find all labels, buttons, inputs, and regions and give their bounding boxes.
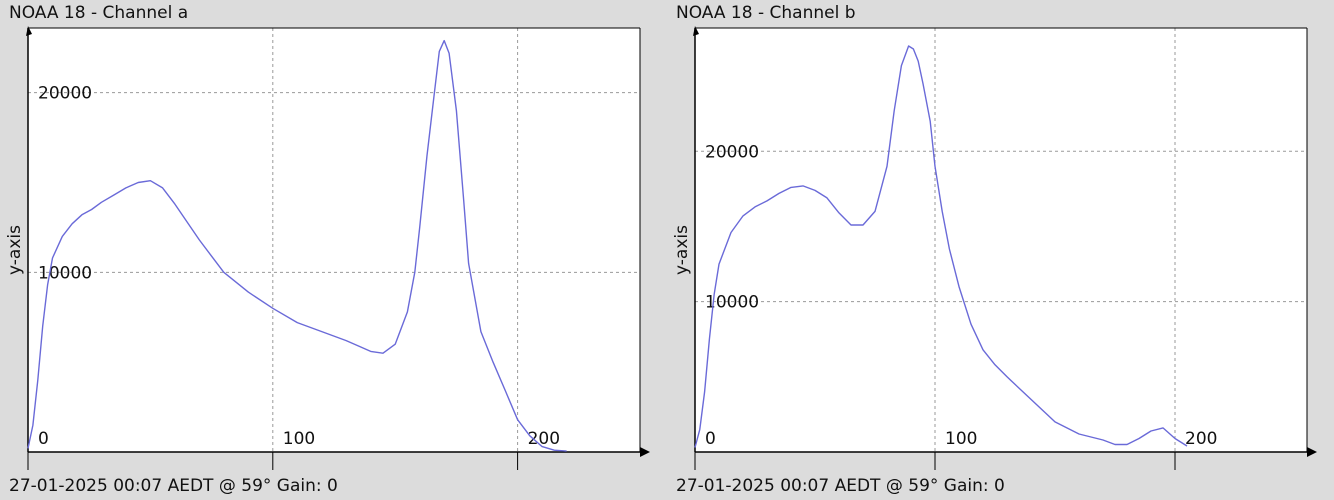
- plot-area: [695, 28, 1307, 452]
- x-tick-label: 100: [945, 429, 977, 449]
- x-tick-label: 200: [528, 429, 560, 449]
- y-tick-label: 10000: [705, 293, 759, 313]
- y-axis-arrow: [693, 26, 699, 36]
- y-axis-label: y-axis: [5, 225, 25, 275]
- series-line: [694, 45, 1188, 448]
- series-line: [27, 39, 567, 452]
- x-tick-label: 200: [1185, 429, 1217, 449]
- y-axis-label: y-axis: [672, 225, 692, 275]
- chart-panel-channel-a: 0 100 200 10000 20000 y-axis NOAA 18 - Channe…: [5, 3, 650, 496]
- x-tick-label: 100: [283, 429, 315, 449]
- y-tick-label: 10000: [38, 263, 92, 283]
- x-axis-arrow: [1307, 447, 1317, 457]
- status-footer: 27-01-2025 00:07 AEDT @ 59° Gain: 0: [676, 476, 1005, 496]
- chart-svg-channel-a: 0 100 200 10000 20000 y-axis: [5, 26, 650, 470]
- chart-title: NOAA 18 - Channel a: [9, 3, 189, 23]
- y-tick-label: 20000: [38, 84, 92, 104]
- y-axis-arrow: [26, 26, 32, 36]
- chart-title: NOAA 18 - Channel b: [676, 3, 856, 23]
- chart-svg-channel-b: 0 100 200 10000 20000 y-axis: [672, 26, 1317, 470]
- x-axis-arrow: [640, 447, 650, 457]
- plot-area: [28, 28, 640, 452]
- x-tick-label: 0: [38, 429, 49, 449]
- chart-panel-channel-b: 0 100 200 10000 20000 y-axis NOAA 18 - Channe…: [667, 0, 1334, 500]
- y-tick-label: 20000: [705, 142, 759, 162]
- status-footer: 27-01-2025 00:07 AEDT @ 59° Gain: 0: [9, 476, 338, 496]
- x-tick-label: 0: [705, 429, 716, 449]
